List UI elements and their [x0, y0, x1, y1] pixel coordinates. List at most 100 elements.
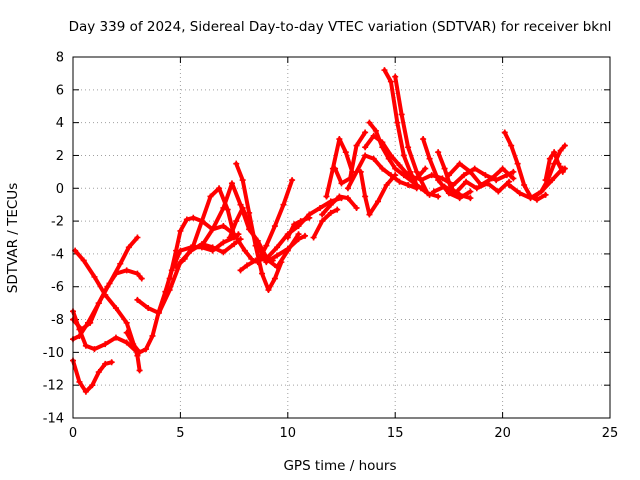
- data-point: [327, 209, 334, 216]
- data-point: [134, 296, 141, 303]
- data-point: [183, 216, 190, 223]
- data-point: [430, 188, 437, 195]
- data-point: [123, 339, 130, 346]
- data-point: [155, 309, 162, 316]
- data-point: [362, 144, 369, 151]
- y-tick-label: -14: [43, 412, 64, 427]
- data-point: [209, 244, 216, 251]
- data-point: [379, 165, 386, 172]
- data-point: [467, 188, 474, 195]
- y-tick-label: -10: [43, 346, 64, 361]
- data-point: [332, 165, 339, 172]
- data-point: [220, 223, 227, 230]
- chart-title: Day 339 of 2024, Sidereal Day-to-day VTE…: [69, 19, 612, 35]
- data-point: [450, 181, 457, 188]
- data-point: [112, 334, 119, 341]
- x-axis-label: GPS time / hours: [283, 458, 396, 474]
- data-point: [467, 168, 474, 175]
- data-point: [514, 160, 521, 167]
- data-point: [237, 201, 244, 208]
- data-point: [394, 119, 401, 126]
- data-point: [319, 218, 326, 225]
- data-point: [555, 160, 562, 167]
- data-point: [385, 155, 392, 162]
- data-point: [336, 136, 343, 143]
- data-point: [366, 119, 373, 126]
- data-point: [456, 160, 463, 167]
- y-tick-label: -6: [51, 280, 64, 295]
- series-arc-25: [381, 67, 420, 188]
- data-point: [82, 342, 89, 349]
- data-point: [428, 172, 435, 179]
- data-point: [239, 177, 246, 184]
- series-arc-23: [357, 168, 399, 218]
- data-point: [117, 260, 124, 267]
- series-arc-05: [70, 234, 141, 343]
- data-point: [216, 185, 223, 192]
- series-arc-09: [173, 185, 238, 271]
- data-point: [375, 198, 382, 205]
- data-point: [383, 181, 390, 188]
- data-point: [136, 349, 143, 356]
- data-point: [149, 332, 156, 339]
- data-point: [452, 190, 459, 197]
- data-point: [531, 193, 538, 200]
- data-point: [123, 267, 130, 274]
- series-arc-26: [392, 73, 442, 200]
- data-point: [400, 172, 407, 179]
- grid: [73, 57, 610, 418]
- data-point: [166, 275, 173, 282]
- data-point: [538, 188, 545, 195]
- series-arc-14: [254, 177, 296, 266]
- data-point: [542, 177, 549, 184]
- data-point: [353, 142, 360, 149]
- data-point: [271, 275, 278, 282]
- y-tick-label: -4: [51, 247, 64, 262]
- data-point: [91, 273, 98, 280]
- y-tick-label: 6: [56, 83, 64, 98]
- data-point: [289, 177, 296, 184]
- x-tick-label: 5: [176, 426, 184, 441]
- data-point: [125, 244, 132, 251]
- data-point: [413, 168, 420, 175]
- data-point: [344, 185, 351, 192]
- data-point: [445, 172, 452, 179]
- data-point: [366, 211, 373, 218]
- data-point: [323, 193, 330, 200]
- data-point: [344, 195, 351, 202]
- data-point: [243, 262, 250, 269]
- data-point: [422, 165, 429, 172]
- data-point: [372, 127, 379, 134]
- data-point: [263, 255, 270, 262]
- data-point: [334, 206, 341, 213]
- data-point: [396, 178, 403, 185]
- data-point: [246, 209, 253, 216]
- data-point: [306, 214, 313, 221]
- data-point: [134, 270, 141, 277]
- y-tick-label: 8: [56, 51, 64, 66]
- data-point: [265, 287, 272, 294]
- data-point: [102, 341, 109, 348]
- data-point: [198, 242, 205, 249]
- data-point: [392, 172, 399, 179]
- data-point: [224, 206, 231, 213]
- data-point: [239, 204, 246, 211]
- data-point: [463, 178, 470, 185]
- data-point: [362, 193, 369, 200]
- plot-frame: [72, 56, 611, 419]
- data-point: [134, 234, 141, 241]
- data-point: [357, 168, 364, 175]
- data-point: [546, 155, 553, 162]
- data-point: [123, 329, 130, 336]
- data-point: [123, 319, 130, 326]
- data-point: [220, 239, 227, 246]
- data-point: [471, 165, 478, 172]
- data-point: [181, 255, 188, 262]
- data-series: [70, 67, 568, 395]
- data-point: [220, 204, 227, 211]
- data-point: [336, 193, 343, 200]
- data-point: [551, 149, 558, 156]
- data-point: [228, 180, 235, 187]
- y-tick-label: -12: [43, 379, 64, 394]
- data-point: [173, 264, 180, 271]
